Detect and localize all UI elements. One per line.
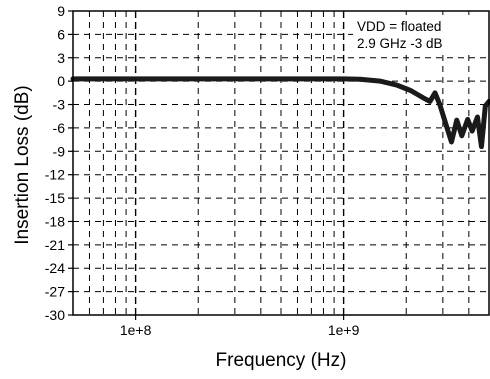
- y-tick-label: -6: [53, 120, 66, 136]
- x-tick-label: 1e+8: [120, 322, 152, 338]
- x-axis-label: Frequency (Hz): [216, 350, 347, 371]
- y-tick-label: 0: [57, 73, 65, 89]
- y-tick-label: -18: [45, 213, 65, 229]
- tick-labels: 9 6 3 0 -3 -6 -9 -12 -15 -18 -21 -24 -27 -30 1e+8 1e+9: [45, 3, 360, 338]
- y-tick-label: -15: [45, 190, 65, 206]
- y-tick-label: -30: [45, 307, 65, 323]
- y-tick-label: -24: [45, 260, 65, 276]
- y-tick-label: -12: [45, 167, 65, 183]
- annotation-background: [353, 15, 487, 55]
- y-tick-label: -9: [53, 143, 66, 159]
- annotation-cutoff: 2.9 GHz -3 dB: [357, 36, 443, 51]
- series-layer: [70, 76, 490, 150]
- grid: [73, 11, 489, 315]
- annotation-vdd: VDD = floated: [357, 19, 441, 34]
- y-tick-label: -27: [45, 284, 65, 300]
- y-tick-label: 3: [57, 50, 65, 66]
- y-tick-label: -21: [45, 237, 65, 253]
- y-axis-label: Insertion Loss (dB): [12, 85, 33, 244]
- x-tick-label: 1e+9: [328, 322, 360, 338]
- plot-frame: [72, 10, 490, 316]
- y-tick-label: -3: [53, 97, 66, 113]
- y-tick-label: 6: [57, 26, 65, 42]
- series-line: [70, 76, 490, 150]
- y-tick-label: 9: [57, 3, 65, 19]
